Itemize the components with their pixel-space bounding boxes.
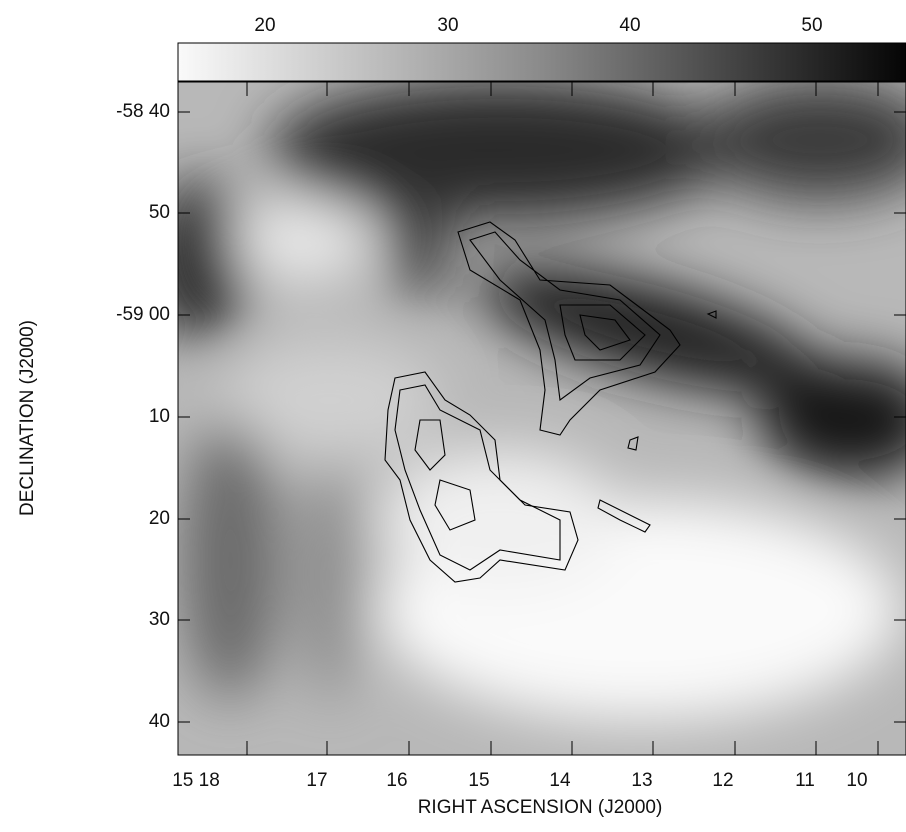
colorbar-tick-label: 30 <box>437 15 458 36</box>
x-tick-label: 12 <box>712 770 733 791</box>
colorbar-tick-label: 20 <box>254 15 275 36</box>
contours <box>384 221 717 583</box>
x-tick-label: 16 <box>386 770 407 791</box>
x-tick-label: 13 <box>631 770 652 791</box>
x-tick-label: 14 <box>549 770 571 791</box>
y-tick-label: 50 <box>149 202 170 223</box>
y-tick-label: 30 <box>149 609 170 630</box>
colorbar-tick-label: 40 <box>619 15 640 36</box>
colorbar-tick-label: 50 <box>801 15 822 36</box>
colorbar <box>177 42 906 82</box>
x-tick-label: 10 <box>846 770 867 791</box>
x-tick-label: 15 <box>468 770 489 791</box>
x-axis-label: RIGHT ASCENSION (J2000) <box>418 797 663 818</box>
x-tick-label: 15 18 <box>172 770 220 791</box>
image <box>178 82 906 755</box>
y-tick-label: 10 <box>149 406 170 427</box>
y-tick-label: -59 00 <box>116 304 170 325</box>
axes: 20 30 40 50 -58 40 50 -59 00 10 20 30 40 15 18 17 16 1… <box>116 15 906 791</box>
y-tick-label: 20 <box>149 508 170 529</box>
y-tick-label: 40 <box>149 711 170 732</box>
plot-frame <box>177 81 906 756</box>
x-tick-label: 17 <box>306 770 327 791</box>
y-axis-label: DECLINATION (J2000) <box>17 320 38 516</box>
x-tick-label: 11 <box>795 770 815 791</box>
y-tick-label: -58 40 <box>116 101 170 122</box>
